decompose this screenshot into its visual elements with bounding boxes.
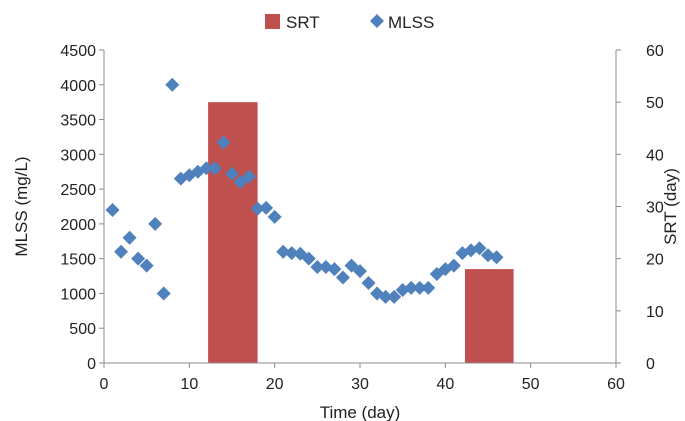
y-right-tick-label: 0 <box>646 356 655 373</box>
mlss-point <box>165 77 180 92</box>
mlss-point <box>233 175 248 190</box>
x-tick-label: 0 <box>100 376 109 393</box>
mlss-point <box>259 200 274 215</box>
mlss-point <box>481 248 495 263</box>
mlss-point <box>301 251 316 266</box>
y-left-tick-label: 4000 <box>60 78 96 95</box>
srt-bar <box>208 102 258 364</box>
x-tick-label: 20 <box>266 376 284 393</box>
mlss-point <box>353 264 367 279</box>
y-right-tick-label: 50 <box>646 95 664 112</box>
mlss-point <box>472 241 487 256</box>
y-right-tick-label: 20 <box>646 252 664 269</box>
mlss-point <box>378 289 393 304</box>
y-left-tick-label: 2500 <box>60 182 96 199</box>
mlss-point <box>421 280 436 295</box>
mlss-point <box>310 260 325 275</box>
mlss-point <box>489 250 504 265</box>
y-right-tick-label: 60 <box>646 43 664 60</box>
y-right-tick-label: 30 <box>646 200 664 217</box>
mlss-point <box>105 202 120 217</box>
mlss-point <box>250 201 265 216</box>
mlss-point <box>114 244 129 259</box>
y-left-tick-label: 2000 <box>60 217 96 234</box>
y-left-axis-title: MLSS (mg/L) <box>12 156 31 256</box>
x-axis-title: Time (day) <box>320 403 401 421</box>
mlss-point <box>293 246 308 261</box>
legend-mlss-label: MLSS <box>388 13 434 32</box>
y-left-tick-label: 1500 <box>60 252 96 269</box>
mlss-point <box>361 276 376 291</box>
y-left-tick-label: 3000 <box>60 147 96 164</box>
mlss-point <box>344 258 359 273</box>
mlss-point <box>225 166 239 181</box>
y-left-tick-label: 3500 <box>60 113 96 130</box>
mlss-point <box>387 289 402 304</box>
mlss-point <box>139 258 154 273</box>
mlss-point <box>284 246 299 261</box>
y-right-axis-title: SRT (day) <box>661 168 680 245</box>
y-right-tick-label: 40 <box>646 147 664 164</box>
y-left-tick-label: 500 <box>69 321 96 338</box>
y-left-tick-label: 4500 <box>60 43 96 60</box>
y-left-tick-label: 1000 <box>60 286 96 303</box>
mlss-point <box>446 258 461 273</box>
legend-srt-swatch <box>265 14 280 29</box>
mlss-point <box>412 280 427 295</box>
mlss-point <box>131 251 146 266</box>
mlss-point <box>242 169 257 184</box>
mlss-point <box>276 244 291 259</box>
y-left-tick-label: 0 <box>87 356 96 373</box>
mlss-point <box>156 286 171 301</box>
mlss-point <box>122 230 137 245</box>
x-tick-label: 30 <box>351 376 369 393</box>
mlss-point <box>327 262 342 277</box>
mlss-point <box>207 161 222 176</box>
x-tick-label: 40 <box>436 376 454 393</box>
x-tick-label: 50 <box>522 376 540 393</box>
legend-srt-label: SRT <box>286 13 320 32</box>
mlss-point <box>216 135 231 150</box>
mlss-point <box>199 161 214 176</box>
x-tick-label: 60 <box>607 376 625 393</box>
mlss-point <box>148 216 163 231</box>
mlss-point <box>335 270 350 285</box>
y-right-tick-label: 10 <box>646 304 664 321</box>
mlss-point <box>267 209 282 224</box>
srt-bar <box>464 269 514 363</box>
mlss-point <box>404 280 419 295</box>
legend-mlss-marker <box>370 14 384 28</box>
x-tick-label: 10 <box>180 376 198 393</box>
